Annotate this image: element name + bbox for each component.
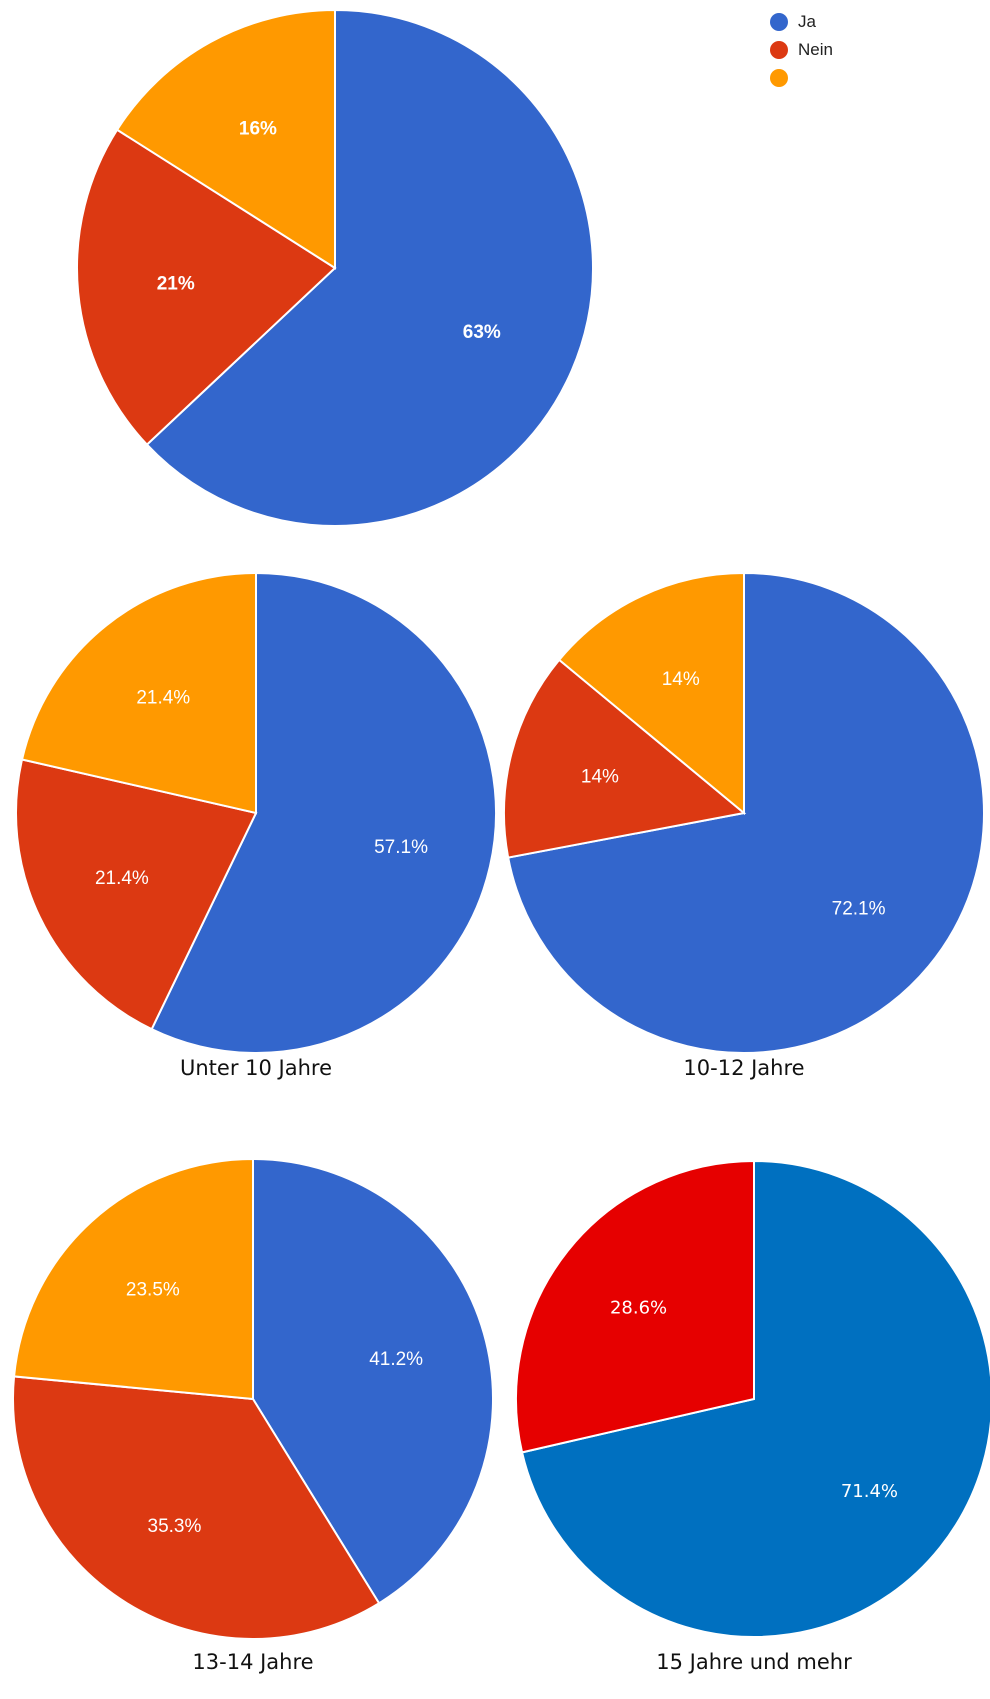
legend-item-ja: Ja	[770, 8, 833, 36]
pie-chart-3: 41.2% 35.3% 23.5%	[12, 1157, 494, 1640]
pie-slice-1-2	[20, 571, 257, 815]
pie-label-3-1: 35.3%	[148, 1516, 202, 1537]
legend-swatch-nein	[770, 41, 788, 59]
pie-slice-0-0	[145, 8, 594, 527]
pie-label-1-0: 57.1%	[374, 837, 428, 858]
pie-slice-2-0	[507, 571, 985, 1054]
pie-label-0-2: 16%	[239, 118, 277, 139]
pie-chart-0: 63% 21% 16%	[76, 8, 594, 527]
chart-caption-13-14: 13-14 Jahre	[192, 1650, 314, 1674]
pie-label-2-1: 14%	[581, 766, 619, 787]
pie-chart-2: 72.1% 14% 14%	[503, 571, 985, 1054]
pie-label-1-1: 21.4%	[95, 868, 149, 889]
chart-caption-10-12: 10-12 Jahre	[683, 1056, 805, 1080]
pie-slice-3-1	[12, 1375, 381, 1640]
legend-item-nein: Nein	[770, 36, 833, 64]
chart-caption-15-plus: 15 Jahre und mehr	[656, 1650, 852, 1674]
pie-slice-1-0	[150, 571, 497, 1054]
legend-item-unlabeled	[770, 64, 833, 92]
chart-caption-unter-10: Unter 10 Jahre	[179, 1056, 332, 1080]
pie-slice-2-2	[557, 571, 745, 816]
pie-slice-2-1	[503, 658, 747, 859]
pie-slice-4-0	[520, 1159, 990, 1638]
pie-slice-3-0	[252, 1157, 494, 1605]
pie-slice-0-2	[115, 8, 336, 270]
pie-slice-0-1	[76, 128, 337, 447]
pie-label-3-2: 23.5%	[126, 1280, 180, 1301]
pie-slice-4-1	[515, 1159, 755, 1454]
legend-swatch-unlabeled	[770, 69, 788, 87]
legend-label-ja: Ja	[798, 12, 816, 31]
pie-slice-3-2	[12, 1157, 254, 1401]
pie-label-3-0: 41.2%	[369, 1349, 423, 1370]
legend: Ja Nein	[770, 8, 833, 92]
pie-label-0-0: 63%	[463, 322, 501, 343]
pie-label-0-1: 21%	[157, 274, 195, 295]
pie-label-4-1: 28.6%	[610, 1297, 667, 1318]
pie-label-2-2: 14%	[662, 669, 700, 690]
legend-label-nein: Nein	[798, 40, 833, 59]
pie-chart-1: 57.1% 21.4% 21.4%	[15, 571, 497, 1054]
pie-chart-4: 71.4% 28.6%	[515, 1159, 990, 1638]
pie-label-2-0: 72.1%	[832, 899, 886, 920]
pie-slice-1-1	[15, 758, 258, 1031]
legend-swatch-ja	[770, 13, 788, 31]
pie-label-1-2: 21.4%	[136, 687, 190, 708]
pie-label-4-0: 71.4%	[841, 1481, 898, 1502]
